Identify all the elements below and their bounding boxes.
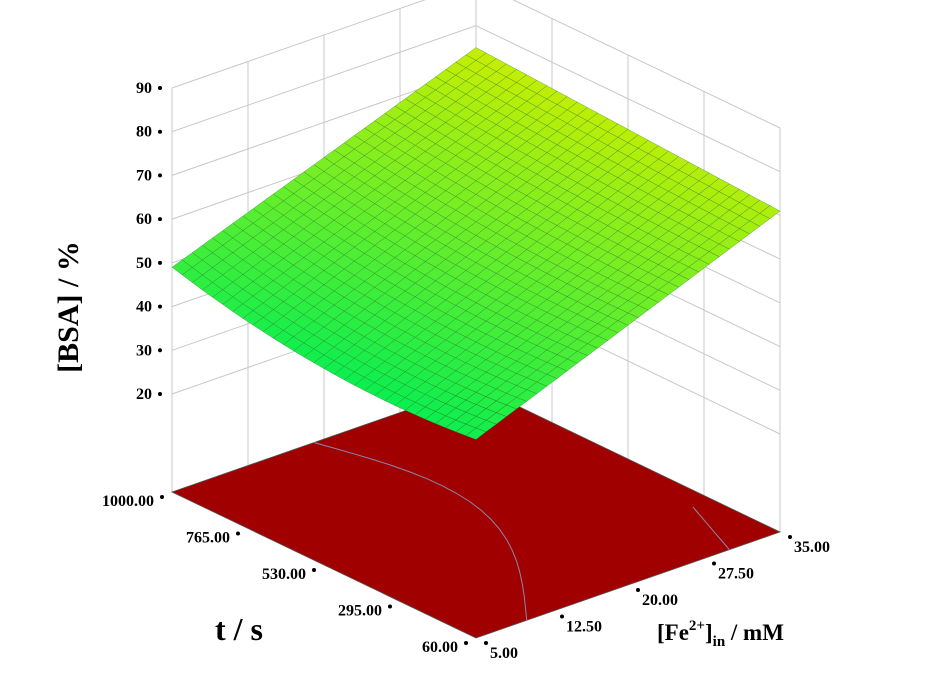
floor-plane (170, 385, 782, 639)
z-tick-label: 80 (136, 124, 152, 141)
fe-axis-title-prefix: [Fe (657, 620, 689, 645)
grid-line (171, 0, 781, 129)
z-tick-label: 20 (136, 386, 152, 403)
fe-tick-mark (712, 561, 716, 566)
fe-axis-title-suffix: / mM (725, 620, 784, 645)
z-tick-label: 90 (136, 80, 152, 97)
t-tick-mark (388, 604, 392, 609)
fe-tick-label: 12.50 (566, 619, 602, 636)
z-tick-label: 70 (136, 167, 152, 184)
fe-axis-title-sub: in (713, 634, 726, 650)
fe-tick-mark (560, 614, 564, 619)
z-tick-mark (158, 260, 162, 265)
t-tick-mark (464, 641, 468, 645)
t-tick-mark (236, 531, 240, 536)
t-tick-label: 1000.00 (102, 493, 154, 510)
fe-axis-title: [Fe2+]in / mM (657, 618, 784, 650)
fe-tick-mark (636, 588, 640, 592)
fe-tick-label: 5.00 (490, 645, 518, 662)
fe-tick-mark (788, 535, 792, 539)
z-tick-mark (158, 173, 162, 178)
z-tick-label: 40 (136, 299, 152, 316)
fe-tick-label: 35.00 (794, 539, 830, 556)
z-axis-title: [BSA] / % (52, 241, 85, 373)
z-tick-mark (158, 392, 162, 396)
z-tick-mark (158, 129, 162, 134)
z-tick-label: 60 (136, 211, 152, 228)
response-surface (171, 47, 781, 440)
z-tick-mark (158, 304, 162, 309)
fe-axis-title-mid: ] (705, 620, 713, 645)
z-tick-mark (158, 217, 162, 222)
floor-contour (692, 506, 730, 551)
fe-tick-label: 20.00 (642, 592, 678, 609)
fe-tick-label: 27.50 (718, 566, 754, 583)
t-tick-label: 60.00 (422, 639, 458, 656)
t-tick-label: 295.00 (338, 603, 382, 620)
surface-cell (465, 427, 487, 440)
fe-axis-title-sup: 2+ (689, 618, 705, 634)
fe-tick-mark (484, 641, 488, 645)
t-tick-label: 530.00 (262, 566, 306, 583)
z-tick-label: 30 (136, 342, 152, 359)
t-tick-mark (312, 568, 316, 572)
t-tick-mark (160, 495, 164, 499)
floor-polygon (170, 385, 782, 639)
z-tick-mark (158, 348, 162, 353)
t-axis-title: t / s (215, 611, 263, 647)
axis-ticks: 20 30 40 50 60 70 80 90 60.00 295.00 530.00 765.00 1… (102, 80, 830, 662)
t-tick-label: 765.00 (186, 530, 230, 547)
z-tick-mark (158, 86, 162, 90)
z-tick-label: 50 (136, 255, 152, 272)
floor-contour (313, 442, 528, 621)
grid-line (171, 25, 781, 173)
